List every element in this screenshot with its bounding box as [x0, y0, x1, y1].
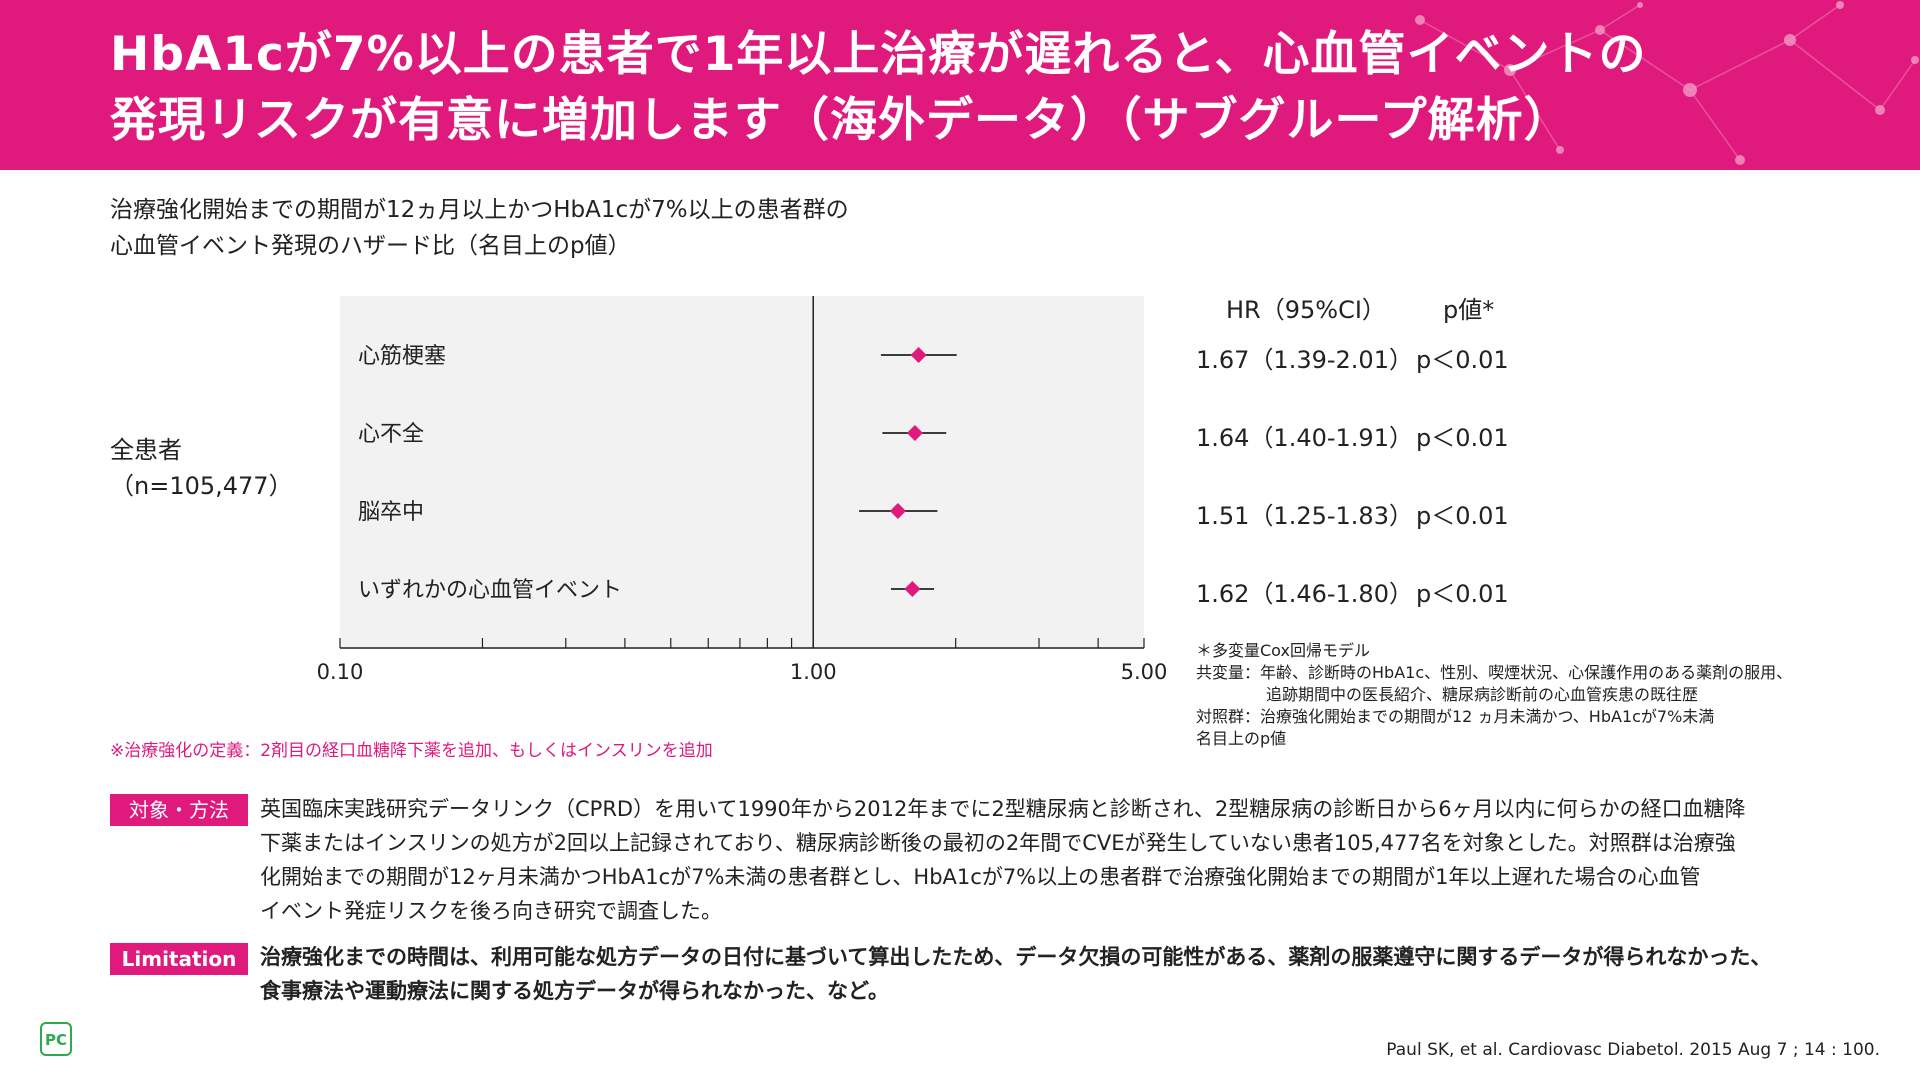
subtitle-line1: 治療強化開始までの期間が12ヵ月以上かつHbA1cが7%以上の患者群の — [110, 197, 849, 223]
footnote-line: 対照群：治療強化開始までの期間が12 ヵ月未満かつ、HbA1cが7%未満 — [1196, 707, 1715, 726]
header-banner: HbA1cが7%以上の患者で1年以上治療が遅れると、心血管イベントの 発現リスク… — [0, 0, 1920, 170]
methods-line: 英国臨床実践研究データリンク（CPRD）を用いて1990年から2012年までに2… — [260, 797, 1746, 821]
x-tick-label: 1.00 — [790, 660, 837, 684]
methods-line: イベント発症リスクを後ろ向き研究で調査した。 — [260, 899, 722, 923]
limitation-line: 治療強化までの時間は、利用可能な処方データの日付に基づいて算出したため、データ欠… — [260, 945, 1772, 969]
hr-value: 1.67（1.39-2.01） — [1196, 346, 1413, 374]
svg-text:PC: PC — [45, 1031, 67, 1049]
footnote-line: ＊多変量Cox回帰モデル — [1196, 641, 1370, 660]
p-value: p＜0.01 — [1416, 580, 1509, 608]
footnote-line: 追跡期間中の医長紹介、糖尿病診断前の心血管疾患の既往歴 — [1266, 685, 1699, 704]
hr-point — [889, 503, 906, 519]
limitation-label: Limitation — [110, 943, 248, 975]
methods-line: 下薬またはインスリンの処方が2回以上記録されており、糖尿病診断後の最初の2年間で… — [260, 831, 1736, 855]
p-column-header: p値* — [1443, 296, 1495, 324]
definition-note: ※治療強化の定義：2剤目の経口血糖降下薬を追加、もしくはインスリンを追加 — [110, 741, 713, 761]
subtitle-line2: 心血管イベント発現のハザード比（名目上のp値） — [110, 233, 631, 259]
x-tick-label: 0.10 — [317, 660, 364, 684]
p-value: p＜0.01 — [1416, 424, 1509, 452]
molecule-decoration-icon — [1415, 1, 1919, 165]
methods-text: 英国臨床実践研究データリンク（CPRD）を用いて1990年から2012年までに2… — [260, 792, 1820, 928]
page-title-line1: HbA1cが7%以上の患者で1年以上治療が遅れると、心血管イベントの — [110, 27, 1647, 82]
footnotes: ＊多変量Cox回帰モデル 共変量：年齢、診断時のHbA1c、性別、喫煙状況、心保… — [1196, 640, 1792, 750]
hr-value: 1.51（1.25-1.83） — [1196, 502, 1413, 530]
page-title-line2: 発現リスクが有意に増加します（海外データ）（サブグループ解析） — [110, 93, 1572, 148]
hr-value: 1.62（1.46-1.80） — [1196, 580, 1413, 608]
row-label: 脳卒中 — [358, 500, 424, 525]
hr-point — [904, 581, 921, 597]
plot-area — [340, 296, 1144, 648]
limitation-text: 治療強化までの時間は、利用可能な処方データの日付に基づいて算出したため、データ欠… — [260, 940, 1820, 1008]
footnote-line: 名目上のp値 — [1196, 729, 1287, 748]
row-label: 心不全 — [358, 422, 424, 447]
row-label: 心筋梗塞 — [358, 344, 446, 369]
hr-column-header: HR（95%CI） — [1226, 296, 1386, 324]
methods-line: 化開始までの期間が12ヶ月未満かつHbA1cが7%未満の患者群とし、HbA1cが… — [260, 865, 1701, 889]
citation: Paul SK, et al. Cardiovasc Diabetol. 201… — [1386, 1040, 1880, 1060]
hr-point — [906, 425, 923, 441]
hr-point — [910, 347, 927, 363]
x-tick-label: 5.00 — [1121, 660, 1168, 684]
page-title: HbA1cが7%以上の患者で1年以上治療が遅れると、心血管イベントの 発現リスク… — [110, 22, 1710, 154]
pc-logo-icon: PC — [40, 1022, 72, 1056]
group-label: 全患者 （n=105,477） — [110, 432, 293, 504]
hr-value: 1.64（1.40-1.91） — [1196, 424, 1413, 452]
footnote-line: 共変量：年齢、診断時のHbA1c、性別、喫煙状況、心保護作用のある薬剤の服用、 — [1196, 663, 1793, 682]
group-label-n: （n=105,477） — [110, 472, 293, 500]
p-value: p＜0.01 — [1416, 346, 1509, 374]
p-value: p＜0.01 — [1416, 502, 1509, 530]
group-label-name: 全患者 — [110, 436, 182, 464]
limitation-line: 食事療法や運動療法に関する処方データが得られなかった、など。 — [260, 979, 889, 1003]
row-label: いずれかの心血管イベント — [358, 578, 622, 603]
chart-subtitle: 治療強化開始までの期間が12ヵ月以上かつHbA1cが7%以上の患者群の 心血管イ… — [110, 192, 849, 264]
methods-label: 対象・方法 — [110, 794, 248, 826]
